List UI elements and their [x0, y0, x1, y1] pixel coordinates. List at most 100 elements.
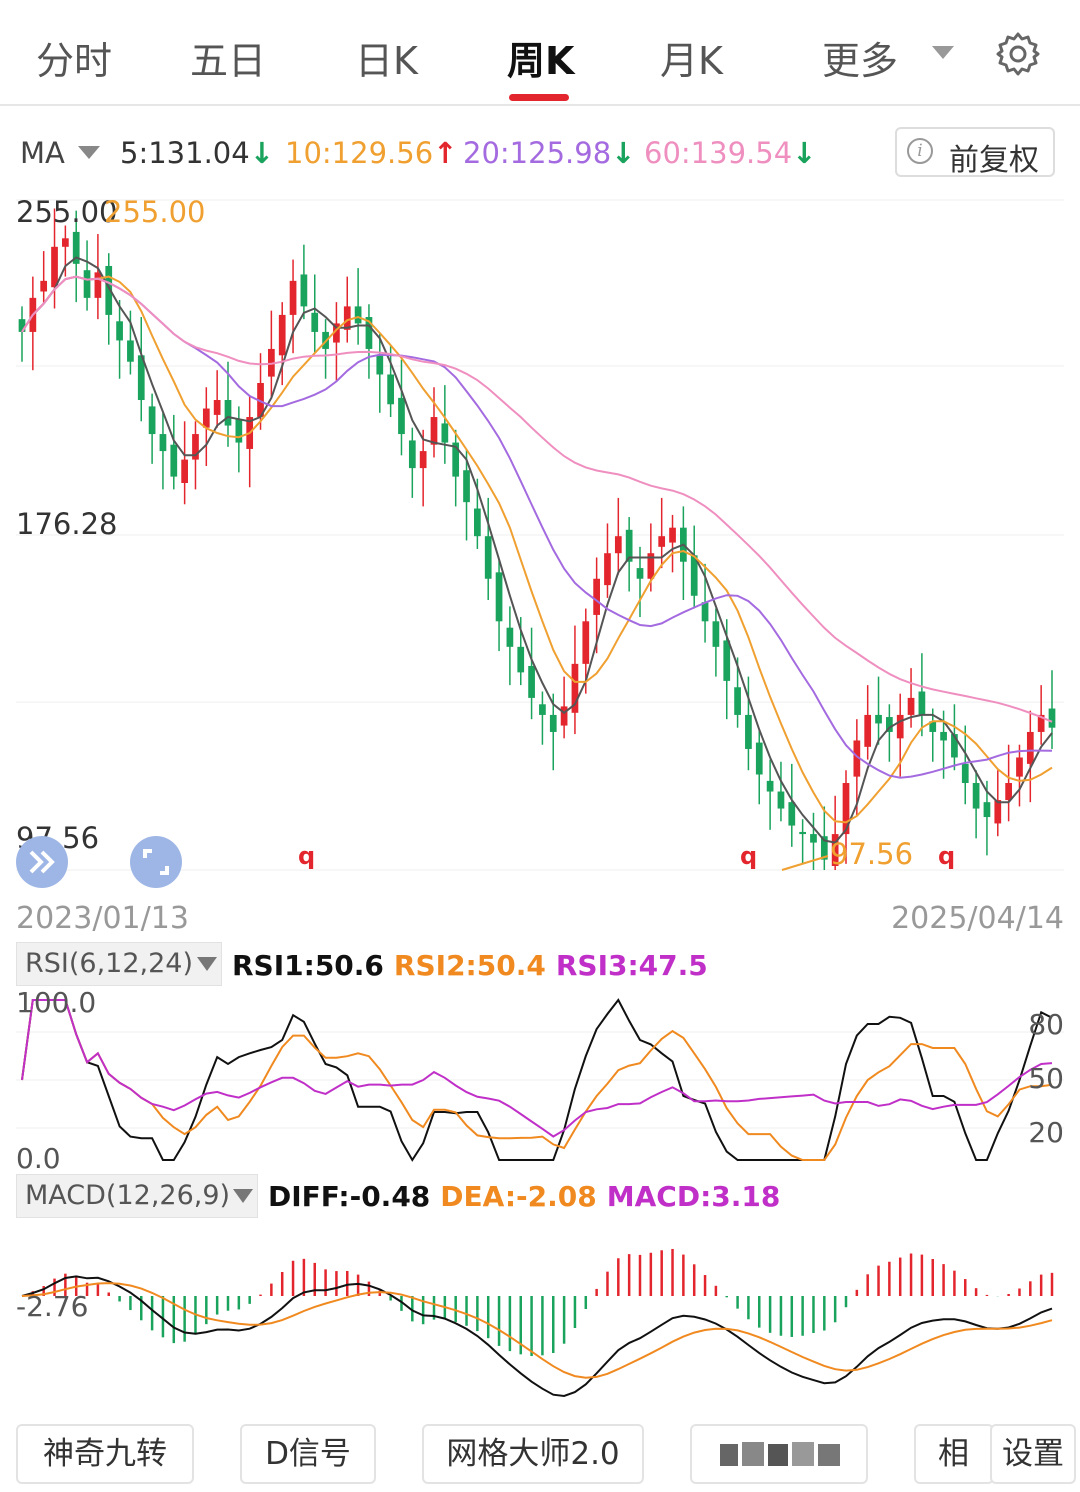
ma5-arrow-icon: ↓	[249, 136, 275, 170]
price-adjust-button[interactable]: i 前复权	[895, 127, 1055, 178]
diff-line	[21, 1275, 1053, 1398]
d-signal-button[interactable]: D信号	[240, 1424, 376, 1484]
ma10-value: 10:129.56↑	[285, 136, 457, 170]
macd-chart[interactable]: -2.76	[0, 1218, 1080, 1408]
candle-body	[528, 665, 535, 698]
candle-body	[636, 568, 644, 579]
ma20-arrow-icon: ↓	[611, 136, 636, 170]
candle-body	[137, 355, 145, 401]
candle-body	[333, 323, 340, 343]
candle-body	[549, 714, 557, 732]
candle-body	[300, 274, 308, 307]
candle-body	[452, 442, 460, 477]
tab-more[interactable]: 更多	[822, 39, 899, 83]
candle-body	[604, 553, 611, 586]
ma5-value: 5:131.04↓	[120, 136, 274, 170]
candle-body	[658, 536, 666, 547]
rsi-y-bottom: 0.0	[16, 1142, 61, 1170]
tab-daily-k[interactable]: 日K	[355, 39, 418, 83]
active-tab-indicator	[509, 94, 569, 101]
candle-body	[278, 314, 286, 356]
candle-body	[745, 714, 752, 749]
rsi-y-right-50: 50	[1028, 1062, 1064, 1095]
candle-body	[159, 434, 167, 452]
candle-body	[408, 440, 416, 469]
macd-value: MACD:3.18	[606, 1180, 781, 1213]
rsi-y-top: 100.0	[16, 988, 96, 1019]
candle-body	[127, 340, 134, 362]
candles-layer	[18, 208, 1056, 870]
grid-master-button[interactable]: 网格大师2.0	[422, 1424, 644, 1484]
macd-selector[interactable]: MACD(12,26,9)	[16, 1174, 258, 1218]
candlestick-chart[interactable]: 255.00 255.00 176.28 97.56 97.56 q q q 2…	[0, 180, 1080, 940]
candle-body	[376, 355, 384, 375]
candle-body	[951, 734, 958, 758]
candle-body	[94, 272, 102, 298]
date-start-label: 2023/01/13	[16, 901, 189, 936]
candle-body	[72, 231, 80, 264]
candle-body	[257, 382, 264, 418]
candle-body	[788, 802, 796, 826]
magic-nine-button[interactable]: 神奇九转	[16, 1424, 194, 1484]
dea-value: DEA:-2.08	[440, 1180, 597, 1213]
tab-five-day[interactable]: 五日	[190, 39, 267, 83]
candle-body	[224, 400, 232, 426]
blurred-label-icon	[720, 1442, 840, 1466]
ma-selector-label[interactable]: MA	[20, 136, 65, 170]
candle-body	[755, 742, 763, 775]
candle-body	[994, 800, 1002, 824]
y-label-mid: 176.28	[16, 507, 117, 541]
candle-body	[582, 621, 590, 664]
tab-intraday[interactable]: 分时	[36, 39, 113, 83]
macd-histogram-layer	[31, 1248, 1054, 1357]
rsi2-line	[21, 999, 1053, 1161]
candle-body	[398, 397, 405, 435]
tab-monthly-k[interactable]: 月K	[660, 39, 723, 83]
tab-weekly-k[interactable]: 周K	[507, 39, 575, 83]
rsi-selector-label: RSI(6,12,24)	[25, 948, 193, 979]
collapse-sidebar-button[interactable]	[16, 836, 68, 888]
rsi-chart[interactable]: 100.0 0.0 80 50 20	[0, 988, 1080, 1170]
chevron-down-icon[interactable]	[932, 46, 954, 59]
rsi-lines-layer	[21, 998, 1053, 1162]
candle-body	[647, 553, 655, 579]
candle-body	[734, 687, 741, 715]
date-end-label: 2025/04/14	[891, 901, 1064, 936]
rsi1-value: RSI1:50.6	[232, 949, 384, 982]
candle-body	[896, 714, 904, 739]
related-button[interactable]: 相	[914, 1424, 994, 1484]
chevron-down-icon	[197, 957, 217, 971]
candle-body	[886, 717, 893, 732]
candle-body	[539, 704, 546, 715]
candle-body	[517, 646, 525, 673]
rsi1-line	[21, 998, 1053, 1162]
bottom-toolbar: 神奇九转 D信号 网格大师2.0 相 设置	[0, 1410, 1080, 1485]
candle-body	[1005, 783, 1012, 801]
ma5-line	[21, 256, 1053, 844]
candle-body	[712, 621, 720, 647]
fullscreen-button[interactable]	[130, 836, 182, 888]
gear-icon[interactable]	[994, 30, 1042, 78]
diff-value: DIFF:-0.48	[268, 1180, 431, 1213]
signal-mark: q	[298, 842, 315, 870]
candle-body	[701, 602, 709, 622]
candle-body	[40, 280, 48, 292]
candle-body	[441, 423, 449, 443]
rsi-selector[interactable]: RSI(6,12,24)	[16, 942, 222, 986]
ma-legend-row: MA 5:131.04↓ 10:129.56↑ 20:125.98↓ 60:13…	[0, 132, 1080, 176]
ma10-label: 10:129.56	[285, 136, 434, 170]
rsi3-value: RSI3:47.5	[555, 949, 708, 982]
candle-body	[810, 834, 817, 843]
ma20-label: 20:125.98	[463, 136, 612, 170]
ma5-label: 5:131.04	[120, 136, 250, 170]
macd-selector-label: MACD(12,26,9)	[25, 1180, 231, 1211]
candle-body	[972, 783, 980, 809]
redacted-button[interactable]	[690, 1424, 868, 1484]
settings-button[interactable]: 设置	[990, 1424, 1076, 1484]
candle-body	[571, 663, 579, 713]
candle-body	[484, 536, 492, 579]
ma-selector-caret-icon[interactable]	[78, 146, 100, 159]
expand-icon	[143, 849, 169, 875]
candle-body	[961, 763, 969, 784]
candle-body	[311, 312, 319, 332]
